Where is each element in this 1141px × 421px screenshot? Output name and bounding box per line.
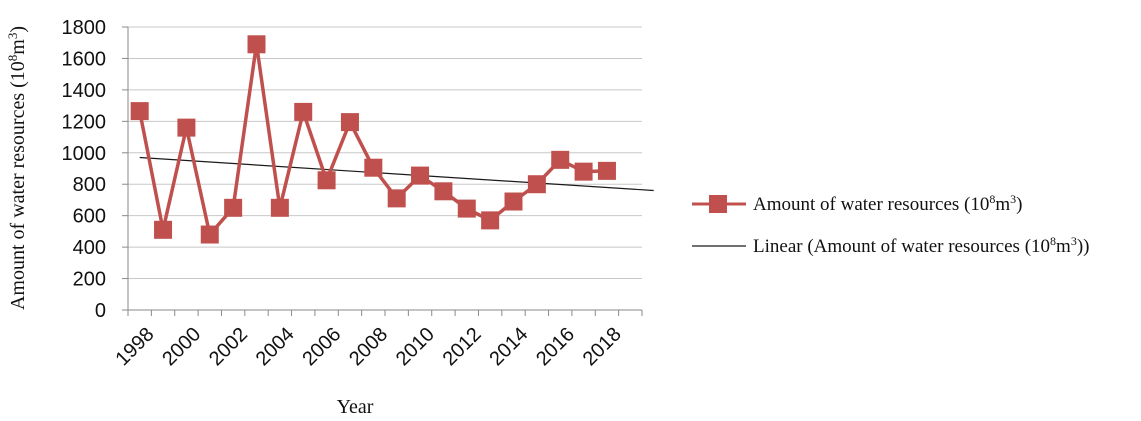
x-tick-label-1998: 1998 <box>112 323 159 370</box>
data-point-2016 <box>551 150 570 169</box>
trendline-series <box>139 156 654 192</box>
data-point-2000 <box>177 118 196 137</box>
y-tick-label-400: 400 <box>73 237 106 259</box>
y-tick-label-1400: 1400 <box>62 80 107 102</box>
data-point-2012 <box>457 199 476 218</box>
data-point-2018 <box>597 161 616 180</box>
data-point-2005 <box>294 102 313 121</box>
data-point-2002 <box>224 198 243 217</box>
legend-label-linear: Linear (Amount of water resources (108m3… <box>753 234 1089 257</box>
y-axis-title-end: ) <box>7 26 29 33</box>
data-point-2015 <box>527 175 546 194</box>
x-tick-labels: 1998 2000 2002 2004 2006 2008 2010 2012 2014 2016… <box>112 323 626 370</box>
x-tick-label-2016: 2016 <box>532 323 579 370</box>
data-point-1999 <box>154 220 173 239</box>
y-tick-label-800: 800 <box>73 174 106 196</box>
data-point-2014 <box>504 192 523 211</box>
data-point-1998 <box>130 102 149 121</box>
y-axis-title-sup1: 8 <box>5 55 20 62</box>
data-point-2009 <box>387 189 406 208</box>
y-tick-label-600: 600 <box>73 206 106 228</box>
axes <box>122 26 643 316</box>
y-tick-label-1000: 1000 <box>62 143 107 165</box>
data-point-2010 <box>411 166 430 185</box>
data-point-2013 <box>481 211 500 230</box>
legend-swatch-marker-water <box>709 195 727 213</box>
legend-item-linear: Linear (Amount of water resources (108m3… <box>692 234 1089 257</box>
x-axis-title: Year <box>337 396 374 418</box>
y-axis-title-sup2: 3 <box>5 33 20 40</box>
y-tick-label-0: 0 <box>95 300 106 322</box>
x-tick-label-2010: 2010 <box>392 323 439 370</box>
y-axis-title: Amount of water resources (108m3) <box>5 26 29 310</box>
x-tick-label-2000: 2000 <box>158 323 205 370</box>
legend-label-water: Amount of water resources (108m3) <box>753 192 1022 215</box>
data-point-2017 <box>574 162 593 181</box>
y-tick-label-200: 200 <box>73 269 106 291</box>
legend: Amount of water resources (108m3) Linear… <box>692 192 1089 257</box>
y-tick-label-1200: 1200 <box>62 111 107 133</box>
data-point-2004 <box>270 198 289 217</box>
data-point-2007 <box>340 113 359 132</box>
x-tick-label-2018: 2018 <box>579 323 626 370</box>
gridlines <box>128 26 642 280</box>
y-axis-title-main: Amount of water resources (10 <box>7 61 29 310</box>
x-tick-label-2002: 2002 <box>205 323 252 370</box>
y-tick-label-1800: 1800 <box>62 17 107 39</box>
x-tick-label-2006: 2006 <box>298 323 345 370</box>
legend-item-water-resources: Amount of water resources (108m3) <box>692 192 1022 215</box>
data-point-2003 <box>247 35 266 54</box>
y-axis-title-unit: m <box>7 39 29 55</box>
series-line <box>137 44 608 239</box>
x-tick-label-2012: 2012 <box>439 323 486 370</box>
x-tick-label-2014: 2014 <box>485 323 532 370</box>
y-tick-label-1600: 1600 <box>62 48 107 70</box>
data-point-2011 <box>434 182 453 201</box>
x-tick-label-2008: 2008 <box>345 323 392 370</box>
trendline <box>139 156 654 192</box>
data-point-2006 <box>317 171 336 190</box>
data-point-2001 <box>200 225 219 244</box>
data-point-2008 <box>364 158 383 177</box>
water-resources-series <box>130 35 616 244</box>
x-tick-label-2004: 2004 <box>252 323 299 370</box>
y-tick-labels: 0 200 400 600 800 1000 1200 1400 1600 1800 <box>62 17 107 322</box>
